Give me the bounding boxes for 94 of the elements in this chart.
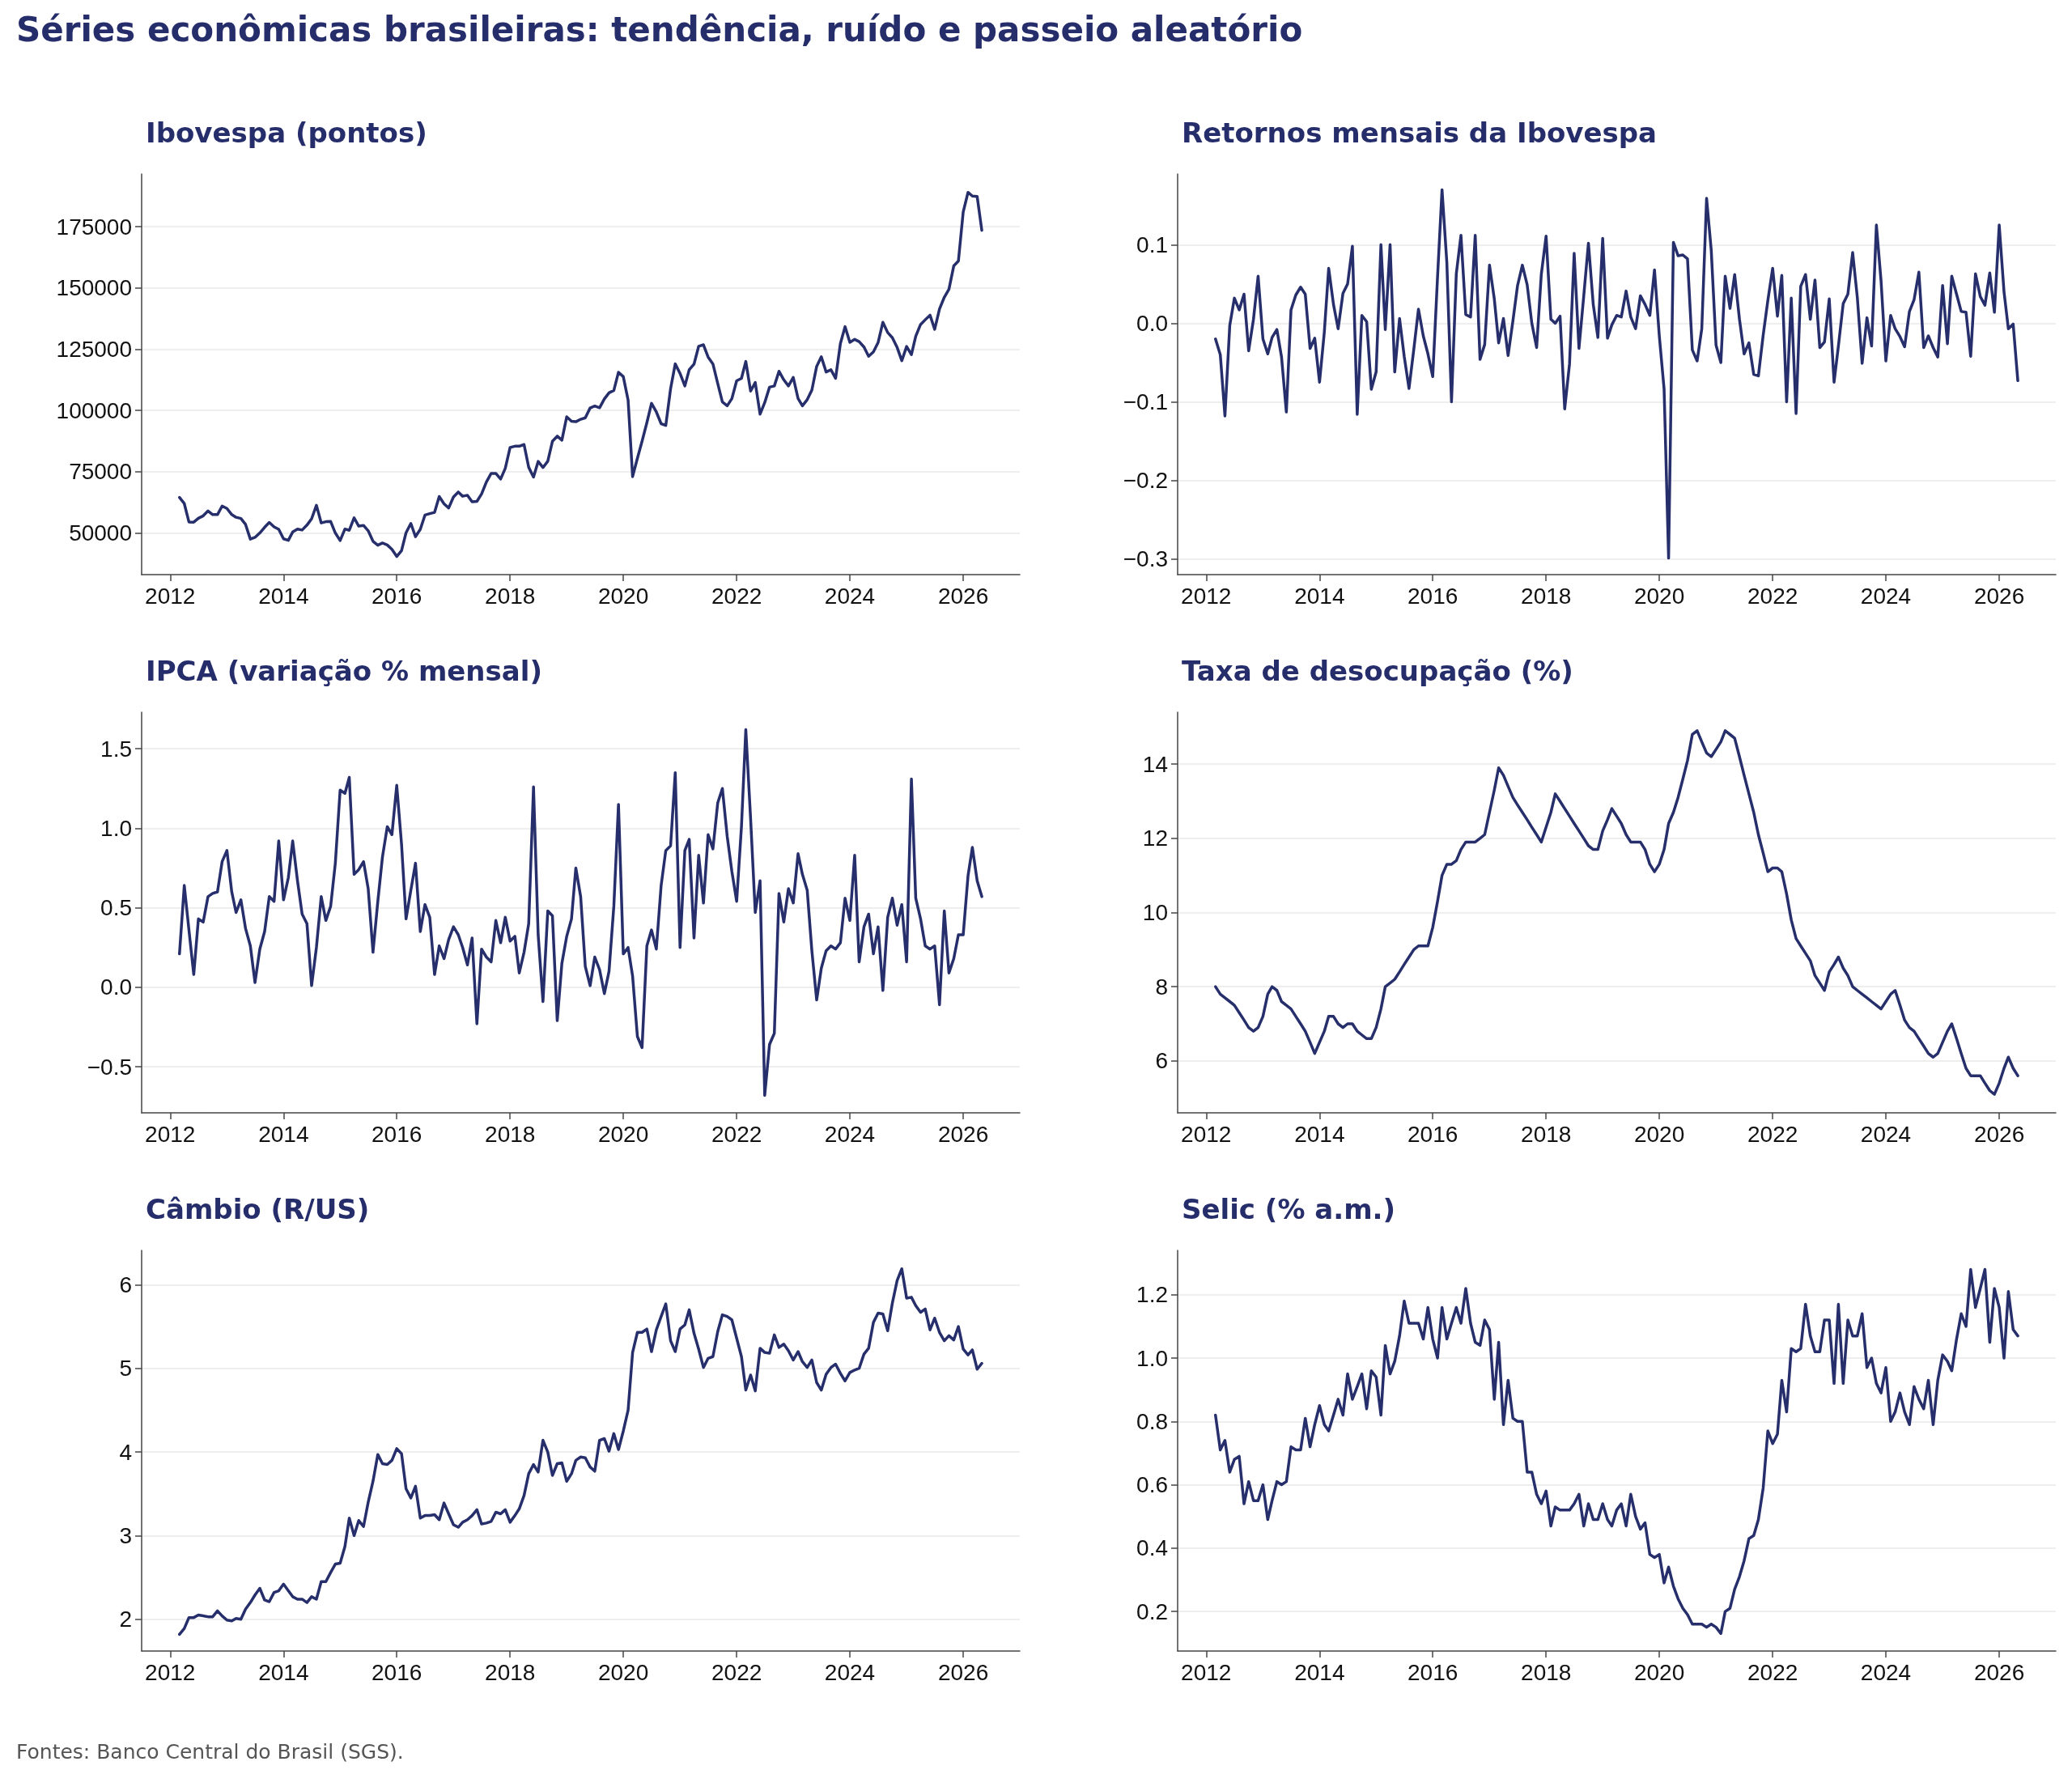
x-tick-label: 2014 <box>258 1659 309 1685</box>
x-tick-label: 2018 <box>1521 1659 1572 1685</box>
y-tick-label: 150000 <box>56 275 132 301</box>
x-tick-label: 2026 <box>937 1121 989 1147</box>
text: Fontes: Banco Central do Brasil (SGS). <box>16 1740 404 1764</box>
x-tick-label: 2012 <box>145 1121 196 1147</box>
chart-title: Selic (% a.m.) <box>1182 1193 1396 1225</box>
line-series <box>178 190 983 558</box>
y-tick-label: −0.1 <box>1123 388 1168 414</box>
x-tick-label: 2014 <box>1294 1659 1345 1685</box>
x-tick-label: 2012 <box>145 1659 196 1685</box>
y-tick-label: 1.0 <box>100 815 132 841</box>
y-tick-label: −0.3 <box>1123 546 1168 572</box>
x-tick-label: 2020 <box>597 1659 649 1685</box>
line-series <box>1214 729 2019 1096</box>
y-tick-label: −0.2 <box>1123 468 1168 494</box>
x-tick-label: 2020 <box>1633 583 1685 609</box>
y-tick-label: 50000 <box>69 520 132 546</box>
x-tick-label: 2024 <box>824 1659 876 1685</box>
x-tick-label: 2014 <box>258 583 309 609</box>
x-tick-label: 2014 <box>258 1121 309 1147</box>
x-tick-label: 2018 <box>485 1121 536 1147</box>
y-tick-label: 14 <box>1142 751 1168 777</box>
x-tick-label: 2018 <box>485 583 536 609</box>
line-series <box>178 1267 983 1636</box>
x-tick-label: 2018 <box>485 1659 536 1685</box>
x-tick-label: 2022 <box>1747 1659 1798 1685</box>
x-tick-label: 2016 <box>372 583 422 609</box>
chart-title: Ibovespa (pontos) <box>146 117 427 149</box>
y-tick-label: 1.2 <box>1136 1282 1168 1308</box>
x-tick-label: 2016 <box>1408 1121 1458 1147</box>
y-tick-label: 75000 <box>69 459 132 485</box>
x-tick-label: 2014 <box>1294 583 1345 609</box>
y-tick-label: 175000 <box>56 214 132 240</box>
y-tick-label: 12 <box>1142 826 1168 851</box>
y-tick-label: 0.0 <box>1136 310 1168 336</box>
x-tick-label: 2014 <box>1294 1121 1345 1147</box>
x-tick-label: 2018 <box>1521 583 1572 609</box>
y-tick-label: 10 <box>1142 900 1168 925</box>
text: Séries econômicas brasileiras: tendência, ruído e passeio aleatório <box>16 10 1303 49</box>
x-tick-label: 2022 <box>1747 1121 1798 1147</box>
y-tick-label: 0.0 <box>100 974 132 1000</box>
x-tick-label: 2024 <box>824 1121 876 1147</box>
x-tick-label: 2012 <box>145 583 196 609</box>
x-tick-label: 2024 <box>1860 1121 1912 1147</box>
y-tick-label: 0.4 <box>1136 1535 1168 1561</box>
y-tick-label: 6 <box>119 1271 132 1297</box>
x-tick-label: 2026 <box>1973 1121 2025 1147</box>
x-tick-label: 2026 <box>937 1659 989 1685</box>
y-tick-label: 0.6 <box>1136 1472 1168 1498</box>
x-tick-label: 2024 <box>1860 583 1912 609</box>
x-tick-label: 2024 <box>824 583 876 609</box>
x-tick-label: 2026 <box>1973 1659 2025 1685</box>
y-tick-label: 1.0 <box>1136 1345 1168 1371</box>
y-tick-label: 5 <box>119 1356 132 1382</box>
x-tick-label: 2022 <box>1747 583 1798 609</box>
chart-title: Taxa de desocupação (%) <box>1182 655 1573 687</box>
y-tick-label: 125000 <box>56 336 132 362</box>
chart-title: Câmbio (R/US) <box>146 1193 370 1225</box>
x-tick-label: 2026 <box>1973 583 2025 609</box>
x-tick-label: 2012 <box>1181 583 1232 609</box>
x-tick-label: 2024 <box>1860 1659 1912 1685</box>
y-tick-label: 3 <box>119 1522 132 1548</box>
x-tick-label: 2012 <box>1181 1121 1232 1147</box>
y-tick-label: 2 <box>119 1607 132 1632</box>
line-series <box>178 728 983 1097</box>
line-series <box>1214 188 2019 560</box>
x-tick-label: 2022 <box>711 1121 762 1147</box>
x-tick-label: 2020 <box>597 583 649 609</box>
x-tick-label: 2012 <box>1181 1659 1232 1685</box>
x-tick-label: 2022 <box>711 583 762 609</box>
x-tick-label: 2016 <box>372 1121 422 1147</box>
y-tick-label: 4 <box>119 1439 132 1465</box>
y-tick-label: −0.5 <box>87 1054 132 1080</box>
line-series <box>1214 1267 2019 1636</box>
x-tick-label: 2016 <box>1408 1659 1458 1685</box>
y-tick-label: 8 <box>1155 974 1168 1000</box>
x-tick-label: 2020 <box>1633 1659 1685 1685</box>
y-tick-label: 0.1 <box>1136 231 1168 257</box>
y-tick-label: 6 <box>1155 1048 1168 1074</box>
y-tick-label: 0.5 <box>100 895 132 921</box>
x-tick-label: 2016 <box>1408 583 1458 609</box>
x-tick-label: 2016 <box>372 1659 422 1685</box>
chart-title: Retornos mensais da Ibovespa <box>1182 117 1658 149</box>
x-tick-label: 2020 <box>1633 1121 1685 1147</box>
y-tick-label: 0.8 <box>1136 1408 1168 1434</box>
x-tick-label: 2022 <box>711 1659 762 1685</box>
y-tick-label: 1.5 <box>100 736 132 762</box>
y-tick-label: 100000 <box>56 397 132 423</box>
y-tick-label: 0.2 <box>1136 1598 1168 1624</box>
x-tick-label: 2018 <box>1521 1121 1572 1147</box>
x-tick-label: 2020 <box>597 1121 649 1147</box>
x-tick-label: 2026 <box>937 583 989 609</box>
chart-title: IPCA (variação % mensal) <box>146 655 542 687</box>
